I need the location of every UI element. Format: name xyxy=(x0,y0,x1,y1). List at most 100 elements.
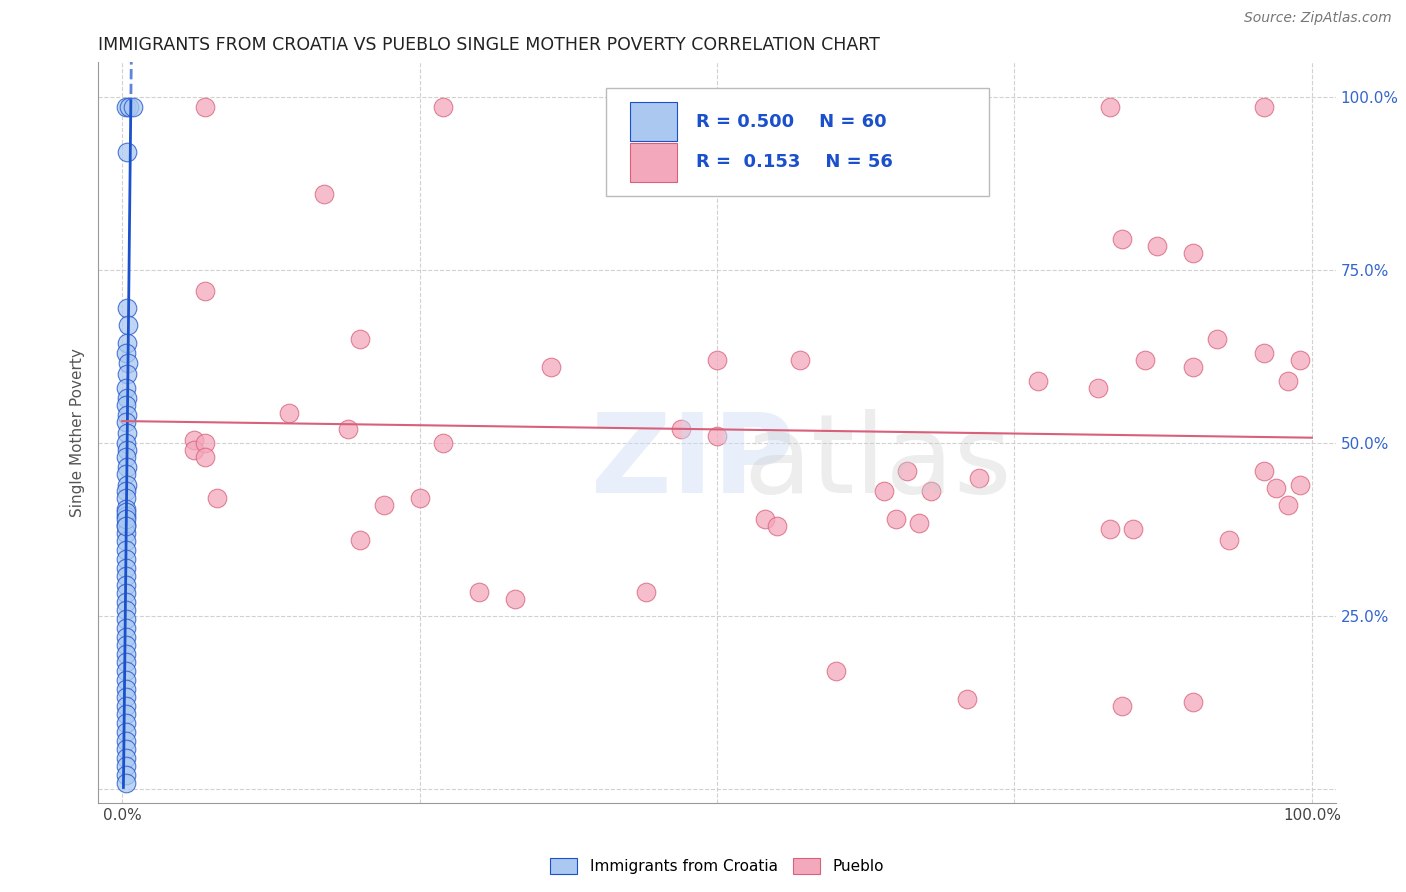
Point xyxy=(671,422,693,436)
Point xyxy=(956,692,979,706)
Point xyxy=(1111,232,1133,246)
Point xyxy=(114,436,136,450)
Point xyxy=(114,467,136,482)
Point xyxy=(115,335,138,350)
Point xyxy=(114,621,136,635)
Point xyxy=(114,398,136,412)
Point xyxy=(634,584,657,599)
Point xyxy=(115,425,138,440)
Point xyxy=(114,656,136,670)
Point xyxy=(1111,698,1133,713)
Point xyxy=(920,484,942,499)
Point xyxy=(540,359,562,374)
Point xyxy=(114,673,136,687)
Point xyxy=(117,356,139,370)
Point xyxy=(122,100,145,114)
Point xyxy=(115,367,138,381)
Point xyxy=(884,512,907,526)
Point xyxy=(207,491,229,506)
Point xyxy=(114,505,136,519)
Bar xyxy=(630,143,678,182)
Point xyxy=(277,406,299,420)
Point xyxy=(114,759,136,773)
Point xyxy=(114,776,136,790)
Point xyxy=(373,498,395,512)
Point xyxy=(432,436,454,450)
Point xyxy=(114,630,136,644)
Point xyxy=(114,491,136,506)
Point xyxy=(115,409,138,423)
Point xyxy=(1098,523,1121,537)
Point xyxy=(115,145,138,160)
Bar xyxy=(630,103,678,141)
Point xyxy=(114,346,136,360)
Point xyxy=(114,586,136,600)
Point xyxy=(194,284,217,298)
Point xyxy=(114,551,136,566)
Point xyxy=(114,415,136,429)
Point xyxy=(1205,332,1227,346)
Point xyxy=(337,422,360,436)
Point xyxy=(1181,359,1204,374)
Point xyxy=(349,332,371,346)
Point xyxy=(183,433,205,447)
Point xyxy=(117,318,139,333)
Point xyxy=(183,442,205,457)
Point xyxy=(114,519,136,533)
Point xyxy=(1289,477,1312,491)
Point xyxy=(114,768,136,782)
Point xyxy=(114,751,136,765)
Point xyxy=(114,560,136,574)
Point xyxy=(503,591,526,606)
Point xyxy=(114,690,136,704)
Text: IMMIGRANTS FROM CROATIA VS PUEBLO SINGLE MOTHER POVERTY CORRELATION CHART: IMMIGRANTS FROM CROATIA VS PUEBLO SINGLE… xyxy=(98,36,880,54)
Point xyxy=(114,512,136,526)
Point xyxy=(872,484,894,499)
Point xyxy=(349,533,371,547)
Point xyxy=(1253,100,1275,114)
Point xyxy=(825,665,848,679)
Point xyxy=(115,391,138,405)
Point xyxy=(408,491,430,506)
Point xyxy=(115,477,138,491)
Point xyxy=(115,442,138,457)
Text: ZIP: ZIP xyxy=(591,409,794,516)
Point xyxy=(114,698,136,713)
Point xyxy=(1277,374,1299,388)
Point xyxy=(1253,346,1275,360)
Point xyxy=(114,534,136,549)
Point xyxy=(114,638,136,652)
Point xyxy=(114,741,136,756)
Text: R = 0.500    N = 60: R = 0.500 N = 60 xyxy=(696,112,887,130)
Point xyxy=(114,595,136,609)
Point xyxy=(1289,353,1312,368)
Point xyxy=(908,516,931,530)
Point xyxy=(468,584,491,599)
Point xyxy=(114,100,136,114)
Point xyxy=(1026,374,1049,388)
Point xyxy=(706,429,728,443)
Point xyxy=(114,665,136,679)
Point xyxy=(114,647,136,661)
Point xyxy=(114,517,136,532)
Point xyxy=(114,525,136,540)
Point xyxy=(114,450,136,464)
Point xyxy=(114,716,136,731)
Point xyxy=(114,578,136,592)
FancyBboxPatch shape xyxy=(606,88,990,195)
Point xyxy=(194,100,217,114)
Point xyxy=(114,724,136,739)
Point xyxy=(115,301,138,315)
Point xyxy=(432,100,454,114)
Point xyxy=(114,543,136,558)
Point xyxy=(1098,100,1121,114)
Point xyxy=(114,612,136,626)
Y-axis label: Single Mother Poverty: Single Mother Poverty xyxy=(70,348,86,517)
Point xyxy=(1122,523,1144,537)
Point xyxy=(114,508,136,523)
Point xyxy=(114,569,136,583)
Text: R =  0.153    N = 56: R = 0.153 N = 56 xyxy=(696,153,893,171)
Point xyxy=(1146,239,1168,253)
Point xyxy=(765,519,787,533)
Point xyxy=(118,100,141,114)
